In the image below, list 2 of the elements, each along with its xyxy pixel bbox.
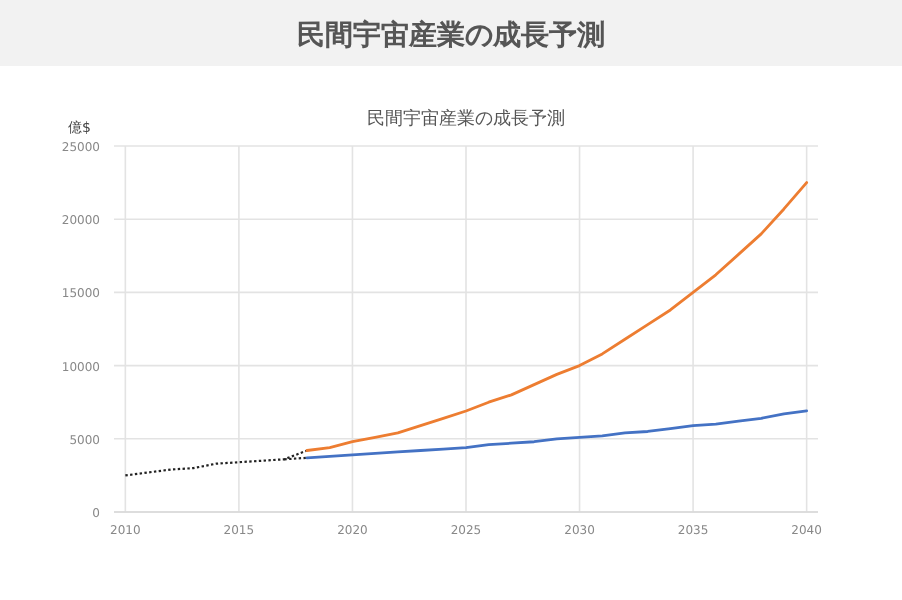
chart-subtitle: 民間宇宙産業の成長予測	[367, 108, 565, 130]
chart-title: 民間宇宙産業の成長予測	[297, 18, 605, 52]
